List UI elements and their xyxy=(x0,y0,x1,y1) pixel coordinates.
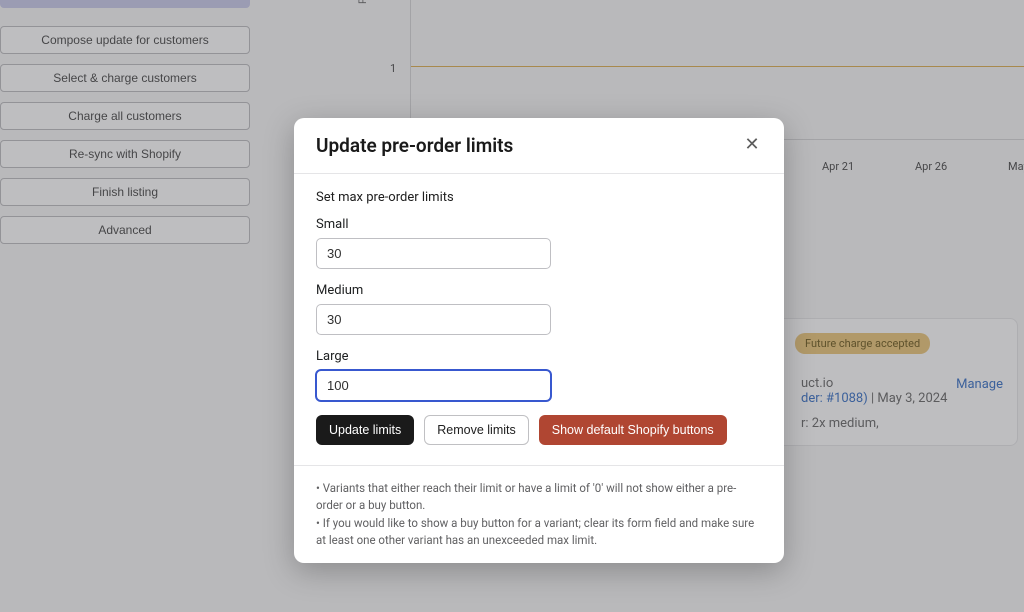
field-small: Small xyxy=(316,217,762,269)
show-default-button[interactable]: Show default Shopify buttons xyxy=(539,415,727,445)
update-limits-button[interactable]: Update limits xyxy=(316,415,414,445)
field-label-large: Large xyxy=(316,349,762,364)
field-label-small: Small xyxy=(316,217,762,232)
footer-note: • If you would like to show a buy button… xyxy=(316,515,762,550)
modal-header: Update pre-order limits ✕ xyxy=(294,118,784,174)
input-small[interactable] xyxy=(316,238,551,269)
modal-title: Update pre-order limits xyxy=(316,134,513,157)
modal-body: Set max pre-order limits Small Medium La… xyxy=(294,174,784,465)
close-icon[interactable]: ✕ xyxy=(742,136,762,156)
remove-limits-button[interactable]: Remove limits xyxy=(424,415,529,445)
input-large[interactable] xyxy=(316,370,551,401)
modal-footer: • Variants that either reach their limit… xyxy=(294,465,784,563)
field-medium: Medium xyxy=(316,283,762,335)
input-medium[interactable] xyxy=(316,304,551,335)
modal-button-row: Update limits Remove limits Show default… xyxy=(316,415,762,445)
footer-note: • Variants that either reach their limit… xyxy=(316,480,762,515)
field-label-medium: Medium xyxy=(316,283,762,298)
update-limits-modal: Update pre-order limits ✕ Set max pre-or… xyxy=(294,118,784,563)
section-label: Set max pre-order limits xyxy=(316,190,762,205)
field-large: Large xyxy=(316,349,762,401)
